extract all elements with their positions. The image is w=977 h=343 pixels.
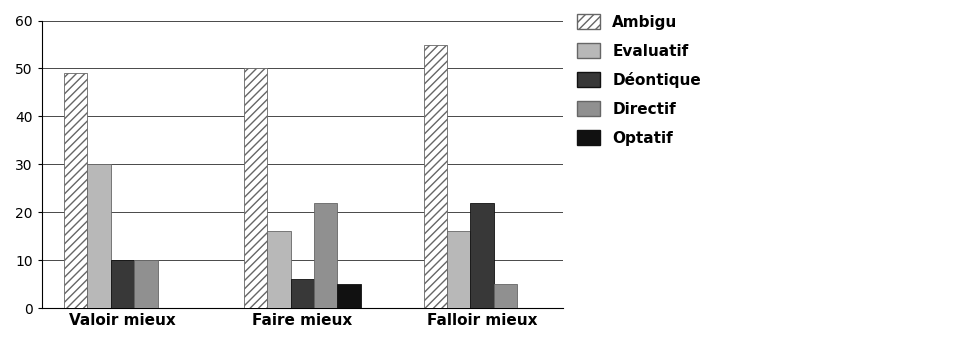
Bar xyxy=(493,284,517,308)
Bar xyxy=(446,232,470,308)
Bar xyxy=(64,73,87,308)
Bar xyxy=(134,260,157,308)
Bar xyxy=(243,69,267,308)
Bar xyxy=(87,164,110,308)
Bar xyxy=(423,45,446,308)
Bar xyxy=(314,203,337,308)
Legend: Ambigu, Evaluatif, Déontique, Directif, Optatif: Ambigu, Evaluatif, Déontique, Directif, … xyxy=(576,14,701,146)
Bar xyxy=(290,280,314,308)
Bar xyxy=(337,284,361,308)
Bar xyxy=(470,203,493,308)
Bar xyxy=(110,260,134,308)
Bar xyxy=(267,232,290,308)
